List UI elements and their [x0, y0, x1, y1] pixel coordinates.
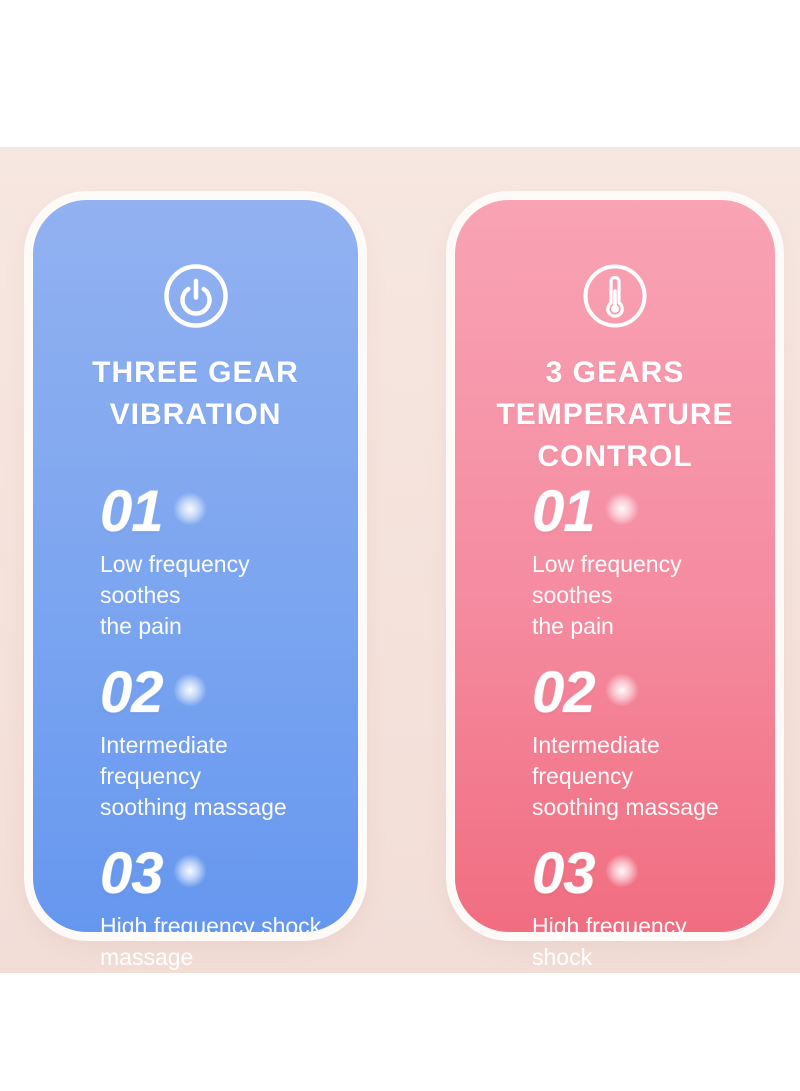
- feature-item: 03 High frequency shock massage: [100, 841, 334, 973]
- title-line: THREE GEAR: [92, 356, 299, 389]
- item-number: 02: [532, 660, 596, 725]
- item-description: Low frequency soothes the pain: [532, 551, 682, 639]
- title-line: VIBRATION: [109, 398, 282, 431]
- title-line: 3 GEARS: [545, 356, 685, 389]
- item-description: Intermediate frequency soothing massage: [100, 732, 287, 820]
- item-description: High frequency shock massage: [532, 913, 687, 1001]
- title-line: CONTROL: [537, 440, 693, 473]
- card-title-temperature: 3 GEARS TEMPERATURE CONTROL: [455, 352, 775, 478]
- item-number: 03: [532, 841, 596, 906]
- item-description: Intermediate frequency soothing massage: [532, 732, 719, 820]
- feature-item: 02 Intermediate frequency soothing massa…: [100, 660, 334, 823]
- feature-item: 01 Low frequency soothes the pain: [100, 479, 334, 642]
- item-number: 02: [100, 660, 164, 725]
- glow-dot-icon: [604, 492, 639, 526]
- power-icon: [33, 262, 358, 330]
- feature-item: 03 High frequency shock massage: [532, 841, 751, 1004]
- glow-dot-icon: [604, 673, 639, 707]
- card-title-vibration: THREE GEAR VIBRATION: [33, 352, 358, 436]
- feature-list-vibration: 01 Low frequency soothes the pain 02 Int…: [33, 479, 358, 973]
- glow-dot-icon: [172, 492, 207, 526]
- feature-item: 01 Low frequency soothes the pain: [532, 479, 751, 642]
- glow-dot-icon: [172, 673, 207, 707]
- glow-dot-icon: [172, 854, 207, 888]
- title-line: TEMPERATURE: [496, 398, 734, 431]
- item-number: 03: [100, 841, 164, 906]
- card-vibration: THREE GEAR VIBRATION 01 Low frequency so…: [33, 200, 358, 970]
- item-number: 01: [532, 479, 596, 544]
- card-temperature: 3 GEARS TEMPERATURE CONTROL 01 Low frequ…: [455, 200, 775, 1001]
- glow-dot-icon: [604, 854, 639, 888]
- feature-item: 02 Intermediate frequency soothing massa…: [532, 660, 751, 823]
- item-description: Low frequency soothes the pain: [100, 551, 250, 639]
- item-number: 01: [100, 479, 164, 544]
- item-description: High frequency shock massage: [100, 913, 322, 970]
- thermometer-icon: [455, 262, 775, 330]
- feature-list-temperature: 01 Low frequency soothes the pain 02 Int…: [455, 479, 775, 1004]
